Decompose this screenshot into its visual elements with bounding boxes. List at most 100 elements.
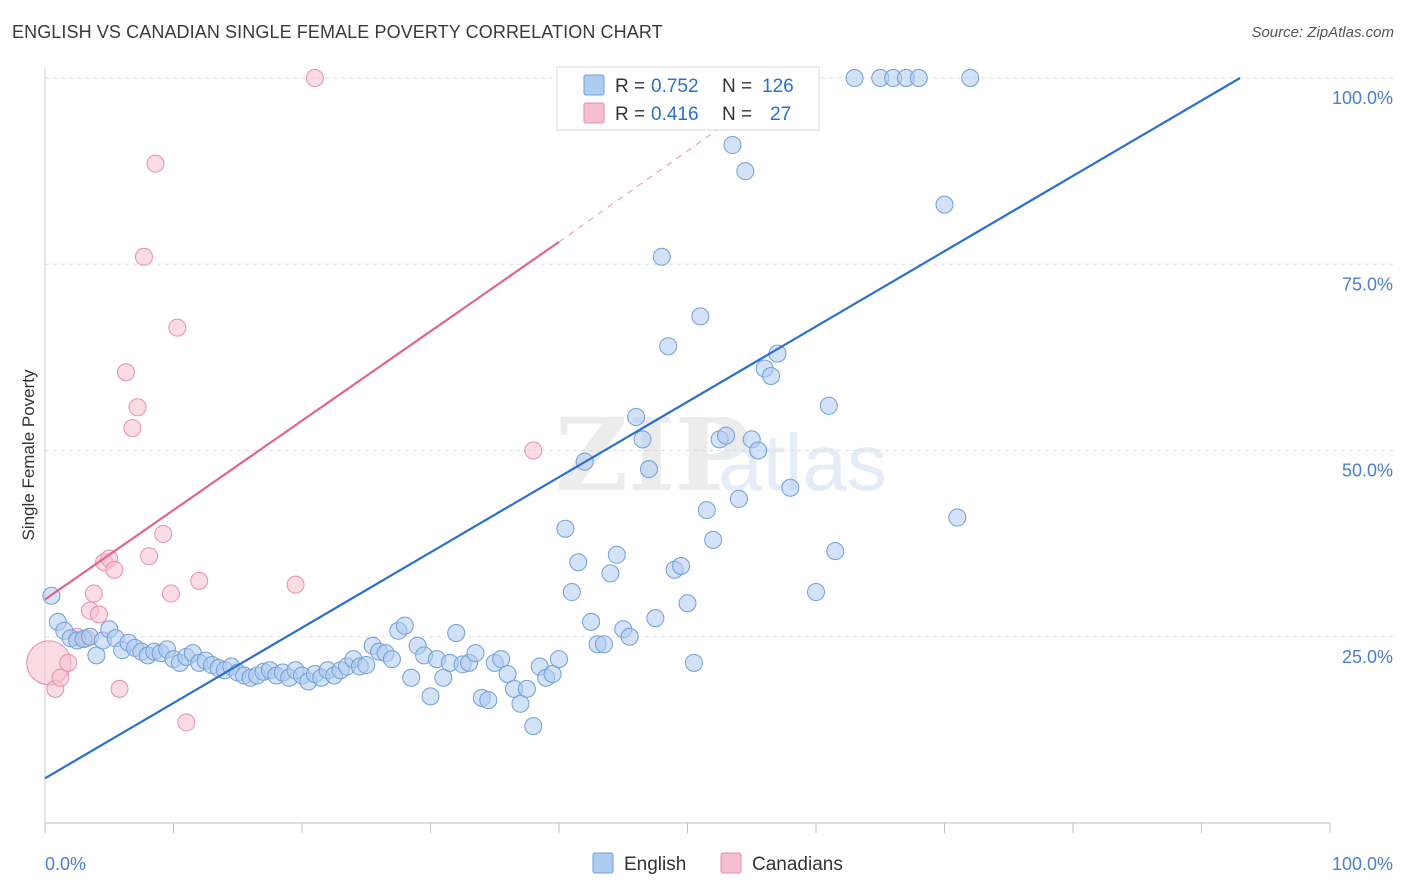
legend-canadians-r-value: 0.416 xyxy=(651,104,699,125)
english-point xyxy=(517,679,536,698)
english-point xyxy=(781,478,800,497)
english-point xyxy=(729,489,748,508)
english-point xyxy=(646,609,665,628)
bottom-legend-swatch-canadians xyxy=(720,852,742,874)
y-tick-label: 75.0% xyxy=(1342,274,1393,294)
english-point xyxy=(569,553,588,572)
canadian-point xyxy=(305,69,324,87)
canadian-point xyxy=(51,668,70,687)
canadian-point xyxy=(524,441,543,460)
english-point xyxy=(723,136,742,155)
x-tick-label-min: 0.0% xyxy=(45,854,86,874)
bottom-legend-canadians: Canadians xyxy=(752,854,843,875)
english-point xyxy=(749,441,768,460)
x-tick-labels: 0.0% 100.0% xyxy=(45,854,1393,874)
legend-english-r-value: 0.752 xyxy=(651,76,699,97)
bottom-legend-swatch-english xyxy=(592,852,614,874)
english-point xyxy=(717,426,736,445)
canadian-point xyxy=(140,547,159,566)
canadian-point xyxy=(146,154,165,173)
english-point xyxy=(607,545,626,564)
english-point xyxy=(672,556,691,575)
english-point xyxy=(948,508,967,527)
legend-swatch-english xyxy=(583,74,605,96)
canadian-point xyxy=(59,653,78,672)
canadian-point xyxy=(89,605,108,624)
grid xyxy=(45,77,1395,638)
english-point xyxy=(357,656,376,675)
y-tick-label: 100.0% xyxy=(1332,88,1393,108)
legend-english-n-value: 126 xyxy=(762,76,794,97)
canadians-trendline xyxy=(44,240,560,601)
english-point xyxy=(704,530,723,549)
english-point xyxy=(697,501,716,520)
english-point xyxy=(382,650,401,669)
series-legend: English Canadians xyxy=(592,852,843,875)
canadian-point xyxy=(168,318,187,337)
canadian-point xyxy=(286,575,305,594)
canadian-point xyxy=(128,398,147,417)
english-point xyxy=(87,646,106,665)
english-point xyxy=(498,665,517,683)
english-point xyxy=(466,644,485,663)
english-point xyxy=(659,337,678,356)
english-points xyxy=(42,69,980,736)
english-point xyxy=(421,687,440,706)
english-point xyxy=(762,367,781,385)
legend-english-r-label: R = xyxy=(615,76,645,97)
english-point xyxy=(511,694,530,713)
canadian-point xyxy=(154,524,173,543)
english-point xyxy=(807,583,825,602)
canadian-point xyxy=(84,584,103,603)
english-point xyxy=(447,624,466,643)
axes xyxy=(44,68,1331,833)
canadian-point xyxy=(161,584,180,603)
english-point xyxy=(395,616,414,635)
english-point xyxy=(562,583,581,602)
bottom-legend-english: English xyxy=(624,854,686,875)
canadian-point xyxy=(190,571,209,590)
legend-canadians-n-value: 27 xyxy=(770,104,791,125)
english-point xyxy=(826,542,845,561)
english-point xyxy=(550,650,568,669)
english-point xyxy=(556,519,575,538)
canadians-trendline-extension xyxy=(558,118,733,243)
canadian-point xyxy=(110,679,129,698)
canadian-point xyxy=(177,713,196,732)
canadian-point xyxy=(123,419,142,438)
english-point xyxy=(909,69,928,87)
english-point xyxy=(627,407,646,426)
y-tick-label: 50.0% xyxy=(1342,461,1393,481)
y-tick-labels: 25.0% 50.0% 75.0% 100.0% xyxy=(1332,88,1393,667)
english-point xyxy=(601,564,620,583)
x-tick-label-max: 100.0% xyxy=(1332,854,1393,874)
correlation-legend: R = 0.752 N = 126 R = 0.416 N = 27 xyxy=(556,66,820,131)
english-point xyxy=(961,69,980,87)
source-credit: Source: ZipAtlas.com xyxy=(1251,24,1394,41)
y-axis-title: Single Female Poverty xyxy=(19,369,38,541)
y-tick-label: 25.0% xyxy=(1342,647,1393,667)
english-point xyxy=(691,307,710,326)
legend-swatch-canadians xyxy=(583,102,605,124)
english-point xyxy=(935,195,954,214)
english-point xyxy=(402,668,421,687)
legend-english-n-label: N = xyxy=(722,76,752,97)
english-point xyxy=(479,691,498,710)
chart-title: ENGLISH VS CANADIAN SINGLE FEMALE POVERT… xyxy=(12,22,663,42)
english-point xyxy=(639,460,658,479)
english-point xyxy=(620,627,639,646)
english-point xyxy=(524,717,543,736)
english-point xyxy=(492,650,511,669)
english-trendline xyxy=(44,77,1241,780)
legend-canadians-r-label: R = xyxy=(615,104,645,125)
english-point xyxy=(845,69,864,87)
canadian-point xyxy=(134,247,153,266)
english-point xyxy=(684,653,703,672)
canadian-point xyxy=(105,560,124,579)
english-point xyxy=(819,396,838,415)
english-point xyxy=(582,612,601,631)
watermark: ZIP atlas xyxy=(555,396,887,514)
canadian-point xyxy=(116,363,135,382)
english-point xyxy=(652,247,671,266)
